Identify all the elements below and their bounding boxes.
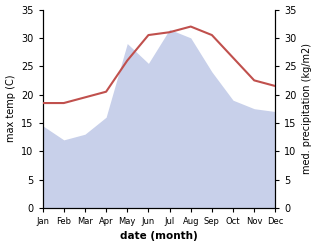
Y-axis label: max temp (C): max temp (C) xyxy=(5,75,16,143)
Y-axis label: med. precipitation (kg/m2): med. precipitation (kg/m2) xyxy=(302,43,313,174)
X-axis label: date (month): date (month) xyxy=(120,231,198,242)
